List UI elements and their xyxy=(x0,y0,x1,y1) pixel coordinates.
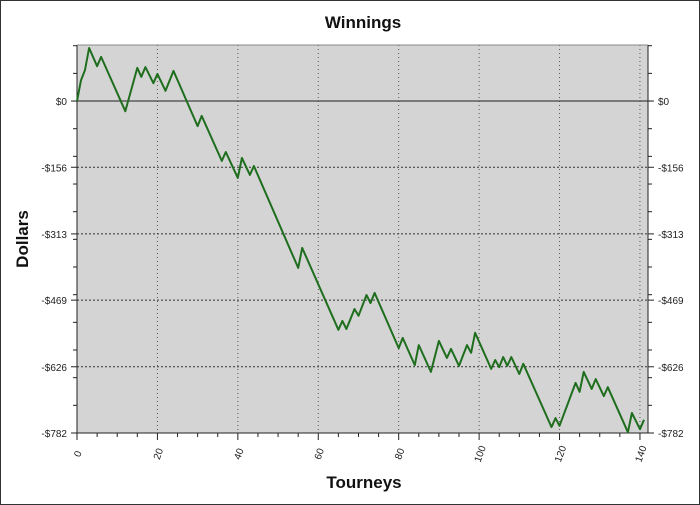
chart-title: Winnings xyxy=(325,13,401,32)
plot-area xyxy=(77,45,648,433)
grid xyxy=(77,45,648,433)
x-tick-label: 20 xyxy=(152,447,166,462)
x-tick-label: 120 xyxy=(553,444,569,464)
x-tick-label: 40 xyxy=(232,447,246,462)
y-tick-label-left: -$782 xyxy=(41,429,67,440)
y-tick-label-right: -$782 xyxy=(658,429,684,440)
y-tick-label-left: -$313 xyxy=(41,230,67,241)
y-tick-label-right: -$156 xyxy=(658,163,684,174)
winnings-line xyxy=(76,47,645,434)
x-tick-label: 0 xyxy=(73,449,85,458)
x-tick-label: 140 xyxy=(634,444,650,464)
y-tick-label-right: -$469 xyxy=(658,296,684,307)
x-tick-label: 60 xyxy=(313,447,327,462)
y-tick-label-left: $0 xyxy=(56,97,68,108)
x-tick-label: 100 xyxy=(473,444,489,464)
y-tick-label-left: -$156 xyxy=(41,163,67,174)
y-tick-label-right: $0 xyxy=(658,97,670,108)
x-axis-label: Tourneys xyxy=(326,473,401,492)
y-tick-label-left: -$469 xyxy=(41,296,67,307)
y-tick-label-right: -$313 xyxy=(658,230,684,241)
series-line-group xyxy=(76,47,645,434)
y-tick-label-left: -$626 xyxy=(41,363,67,374)
y-tick-label-right: -$626 xyxy=(658,363,684,374)
x-tick-label: 80 xyxy=(393,447,407,462)
y-axis-label: Dollars xyxy=(13,210,32,268)
